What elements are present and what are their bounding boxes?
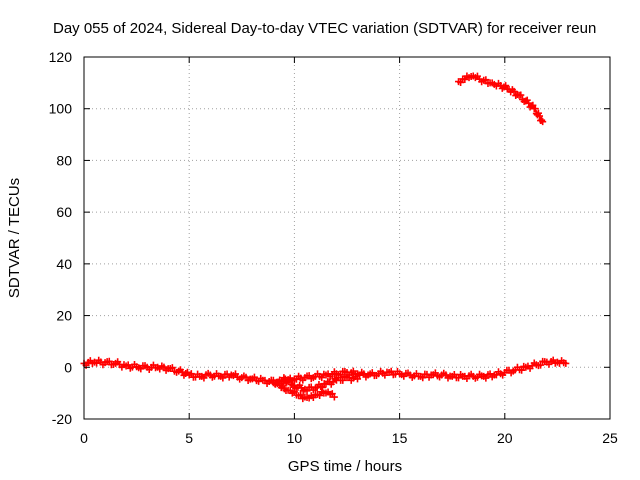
data-point [330, 393, 338, 401]
data-point [286, 376, 294, 384]
data-point [562, 359, 570, 367]
data-point [419, 374, 427, 382]
y-tick-label: -20 [52, 411, 72, 427]
series-arc [455, 72, 547, 126]
chart-title: Day 055 of 2024, Sidereal Day-to-day VTE… [53, 20, 596, 37]
x-tick-label: 0 [80, 430, 88, 446]
data-point [316, 391, 324, 399]
y-tick-label: 60 [56, 204, 72, 220]
grid [84, 57, 610, 419]
data-point [517, 91, 525, 99]
data-point [303, 387, 311, 395]
data-point [168, 364, 176, 372]
x-tick-label: 5 [185, 430, 193, 446]
data-point [219, 374, 227, 382]
data-point [536, 112, 544, 120]
series-lower-branch [269, 373, 362, 403]
data-point [537, 361, 545, 369]
y-tick-label: 120 [49, 49, 73, 65]
y-tick-label: 20 [56, 308, 72, 324]
data-point [280, 374, 288, 382]
x-tick-label: 15 [392, 430, 408, 446]
data-point [318, 383, 326, 391]
data-point [297, 391, 305, 399]
data-point [187, 370, 195, 378]
y-tick-label: 0 [64, 359, 72, 375]
y-axis-label: SDTVAR / TECUs [6, 178, 23, 298]
y-tick-label: 80 [56, 152, 72, 168]
data-series [80, 72, 570, 403]
x-tick-label: 10 [287, 430, 303, 446]
x-tick-label: 20 [497, 430, 513, 446]
data-point [339, 376, 347, 384]
data-point [482, 76, 490, 84]
data-point [354, 375, 362, 383]
series-main [80, 356, 570, 388]
data-point [538, 116, 546, 124]
x-tick-label: 25 [602, 430, 618, 446]
data-point [518, 366, 526, 374]
data-point [539, 118, 547, 126]
data-point [531, 105, 539, 113]
x-axis-label: GPS time / hours [288, 458, 402, 475]
plot-frame [83, 56, 611, 420]
axis-ticks: 0 5 10 15 20 25 -20 0 20 40 60 80 100 120 [49, 49, 618, 446]
y-tick-label: 40 [56, 256, 72, 272]
y-tick-label: 100 [49, 101, 73, 117]
data-point [387, 367, 395, 375]
